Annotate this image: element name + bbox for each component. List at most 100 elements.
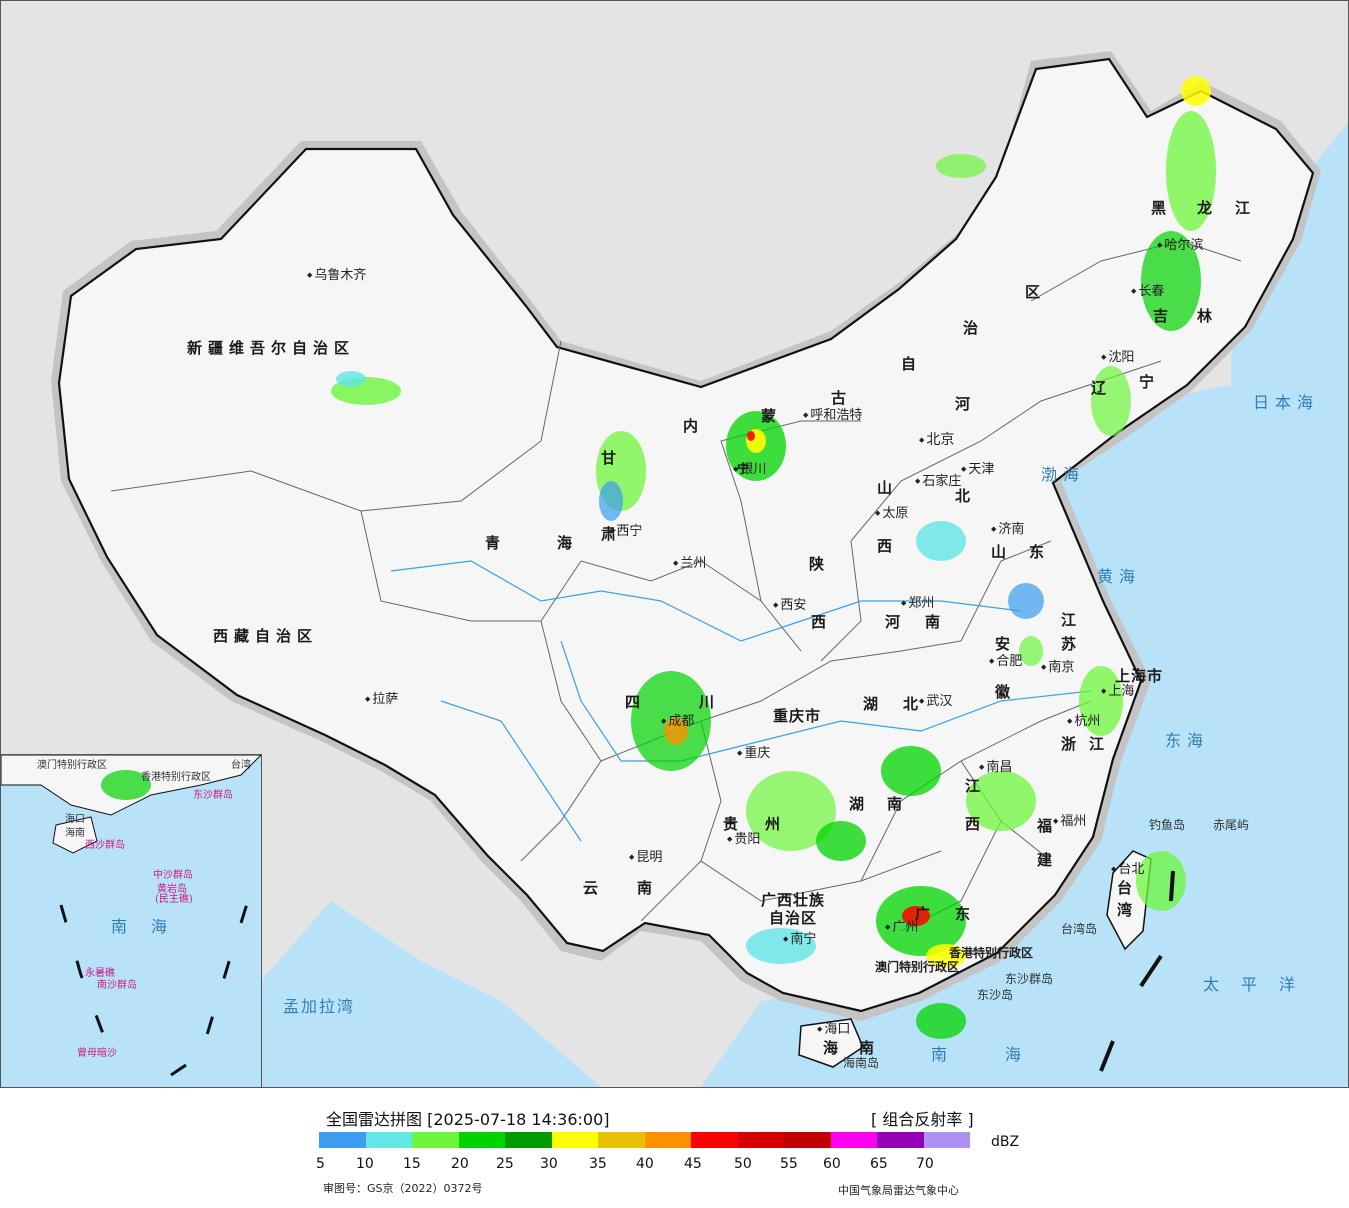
province-hunan-2: 南 (887, 795, 904, 813)
province-yunnan-2: 南 (637, 879, 654, 897)
colorbar-swatch (551, 1132, 598, 1148)
province-macao: 澳门特别行政区 (875, 960, 960, 974)
province-heilongjiang-1: 黑 (1151, 199, 1168, 217)
legend: 全国雷达拼图 [2025-07-18 14:36:00] [ 组合反射率 ] d… (0, 1088, 1349, 1208)
province-jiangxi-1: 江 (965, 777, 982, 795)
colorbar-swatch (691, 1132, 738, 1148)
city-fuzhou: 福州 (1053, 815, 1086, 828)
province-jiangxi-2: 西 (965, 815, 982, 833)
province-guangdong-1: 广 (915, 905, 932, 923)
colorbar-swatch (365, 1132, 412, 1148)
colorbar-swatch (505, 1132, 552, 1148)
province-hainan-1: 海 (823, 1039, 840, 1057)
province-sichuan-2: 川 (699, 693, 716, 711)
colorbar (319, 1132, 970, 1148)
sea-taipingyang: 太平洋 (1203, 975, 1318, 994)
legend-title: 全国雷达拼图 [2025-07-18 14:36:00] (326, 1110, 610, 1129)
province-xinjiang: 新疆维吾尔自治区 (187, 339, 356, 357)
province-hebei-1: 河 (955, 395, 972, 413)
inset-minzhu: (民主礁) (155, 894, 193, 905)
province-liaoning-1: 辽 (1091, 379, 1108, 397)
colorbar-swatch (598, 1132, 645, 1148)
province-qinghai-2: 海 (557, 534, 574, 552)
province-gansu-1: 甘 (601, 449, 618, 467)
city-tianjin: 天津 (961, 463, 994, 476)
inset-zhongsha: 中沙群岛 (153, 870, 193, 881)
province-henan-2: 南 (925, 613, 942, 631)
province-taiwan-2: 湾 (1117, 901, 1134, 919)
province-zhejiang-2: 江 (1089, 735, 1106, 753)
province-neimenggu-2: 蒙 (761, 407, 778, 425)
province-hebei-2: 北 (955, 487, 972, 505)
colorbar-tick-label: 5 (316, 1156, 325, 1172)
city-taibei: 台北 (1111, 863, 1144, 876)
city-shenyang: 沈阳 (1101, 351, 1134, 364)
province-hainan-2: 南 (859, 1039, 876, 1057)
city-guangzhou: 广州 (885, 921, 918, 934)
inset-nanhai-1: 南 (111, 917, 134, 936)
province-guizhou-2: 州 (765, 815, 782, 833)
province-shaanxi-1: 陕 (809, 555, 826, 573)
colorbar-tick-label: 25 (496, 1156, 514, 1172)
province-hongkong: 香港特别行政区 (949, 946, 1034, 960)
city-kunming: 昆明 (629, 851, 662, 864)
city-urumqi: 乌鲁木齐 (307, 269, 366, 282)
colorbar-swatch (644, 1132, 691, 1148)
province-neimenggu-3: 古 (831, 389, 848, 407)
province-anhui-1: 安 (995, 635, 1012, 653)
province-sichuan-1: 四 (625, 693, 642, 711)
province-shanxi-1: 山 (877, 479, 894, 497)
sea-huanghai: 黄海 (1097, 567, 1142, 586)
province-guangdong-2: 东 (955, 905, 972, 923)
province-shandong-1: 山 (991, 543, 1008, 561)
colorbar-tick-label: 40 (636, 1156, 654, 1172)
island-taiwan: 台湾岛 (1061, 922, 1098, 936)
province-guangxi-2: 自治区 (769, 909, 818, 927)
city-jinan: 济南 (991, 523, 1024, 536)
province-guizhou-1: 贵 (723, 815, 740, 833)
province-jiangsu-1: 江 (1061, 611, 1078, 629)
province-yunnan-1: 云 (583, 879, 600, 897)
city-harbin: 哈尔滨 (1157, 239, 1203, 252)
province-heilongjiang-2: 龙 (1197, 199, 1214, 217)
ocean-east (701, 361, 1348, 1087)
inset-haikou: 海口 (65, 814, 85, 825)
inset-xianggang: 香港特别行政区 (141, 772, 211, 783)
sea-donghai: 东海 (1165, 731, 1210, 750)
province-fujian-2: 建 (1037, 851, 1054, 869)
colorbar-tick-label: 10 (356, 1156, 374, 1172)
province-neimenggu-1: 内 (683, 417, 700, 435)
province-hubei-2: 北 (903, 695, 920, 713)
sea-bohai: 渤海 (1041, 465, 1086, 484)
city-taiyuan: 太原 (875, 507, 908, 520)
inset-huangyan: 黄岩岛 (157, 884, 187, 895)
city-nanning: 南宁 (783, 933, 816, 946)
colorbar-tick-label: 45 (684, 1156, 702, 1172)
city-xining: 西宁 (609, 525, 642, 538)
province-chongqing: 重庆市 (773, 707, 822, 725)
city-chengdu: 成都 (661, 715, 694, 728)
colorbar-tick-label: 35 (589, 1156, 607, 1172)
city-lanzhou: 兰州 (673, 557, 706, 570)
city-changchun: 长春 (1131, 285, 1164, 298)
colorbar-tick-label: 30 (540, 1156, 558, 1172)
sea-riben: 日本海 (1253, 393, 1320, 412)
city-xian: 西安 (773, 599, 806, 612)
province-anhui-2: 徽 (995, 683, 1012, 701)
city-hohhot: 呼和浩特 (803, 409, 862, 422)
province-hunan-1: 湖 (849, 795, 866, 813)
province-fujian-1: 福 (1037, 817, 1054, 835)
legend-product: [ 组合反射率 ] (871, 1110, 974, 1129)
island-hainan: 海南岛 (843, 1056, 880, 1070)
province-taiwan-1: 台 (1117, 879, 1134, 897)
colorbar-tick-label: 20 (451, 1156, 469, 1172)
province-shanghai: 上海市 (1115, 667, 1164, 685)
sea-mengjiala: 孟加拉湾 (283, 997, 356, 1016)
province-guangxi-1: 广西壮族 (761, 891, 826, 909)
province-jilin-2: 林 (1197, 307, 1214, 325)
inset-taiwan: 台湾 (231, 760, 251, 771)
ocean-bengal (201, 901, 601, 1087)
colorbar-swatch (458, 1132, 505, 1148)
legend-unit: dBZ (991, 1134, 1020, 1150)
inset-canvas (1, 755, 261, 1077)
